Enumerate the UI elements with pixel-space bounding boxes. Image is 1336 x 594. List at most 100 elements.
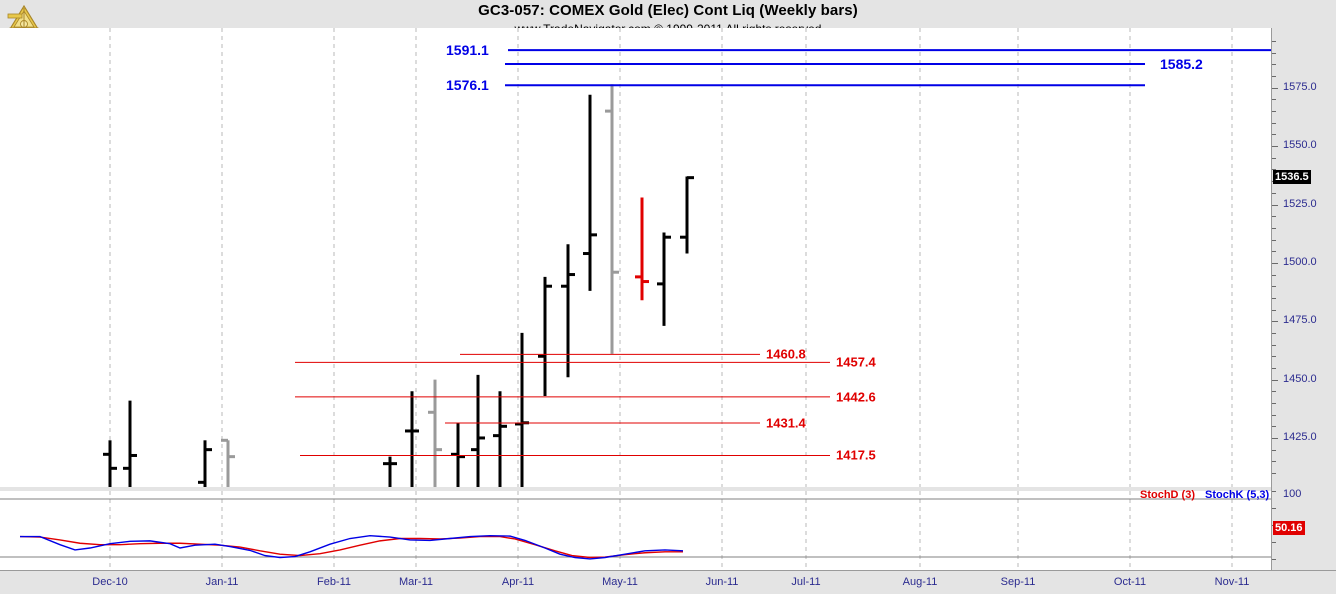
ohlc-bar bbox=[493, 391, 507, 487]
date-axis-label: Oct-11 bbox=[1113, 576, 1147, 588]
ohlc-bar bbox=[123, 400, 137, 487]
axis-tick-mark bbox=[1272, 204, 1278, 206]
axis-tick-mark-minor bbox=[1272, 344, 1276, 346]
level-label-1591: 1591.1 bbox=[446, 42, 489, 59]
ohlc-bar bbox=[451, 423, 465, 487]
axis-tick-mark-minor bbox=[1272, 216, 1276, 218]
level-label-1576: 1576.1 bbox=[446, 77, 489, 94]
axis-tick-mark-minor bbox=[1272, 192, 1276, 194]
axis-tick-mark-minor bbox=[1272, 559, 1276, 560]
axis-tick-mark-minor bbox=[1272, 52, 1276, 54]
price-axis-label: 1575.0 bbox=[1283, 80, 1317, 93]
axis-tick-mark-minor bbox=[1272, 402, 1276, 404]
axis-tick-mark bbox=[1272, 146, 1278, 148]
ohlc-bar bbox=[221, 438, 235, 487]
axis-tick-mark-minor bbox=[1272, 449, 1276, 451]
stoch-k-legend: StochK (5,3) bbox=[1205, 489, 1270, 501]
axis-tick-mark-minor bbox=[1272, 391, 1276, 393]
date-axis-label: Dec-10 bbox=[92, 576, 128, 588]
price-axis-label: 1450.0 bbox=[1283, 372, 1317, 385]
axis-tick-mark-minor bbox=[1272, 472, 1276, 474]
axis-tick-mark-minor bbox=[1272, 356, 1276, 358]
date-axis-label: Mar-11 bbox=[398, 576, 434, 588]
axis-tick-mark-minor bbox=[1272, 461, 1276, 463]
stochastic-pane[interactable] bbox=[0, 491, 1271, 567]
ohlc-bar bbox=[405, 391, 419, 487]
level-label-1457: 1457.4 bbox=[836, 354, 876, 370]
date-axis-label: Aug-11 bbox=[902, 576, 938, 588]
axis-tick-mark-minor bbox=[1272, 274, 1276, 276]
price-pane[interactable]: TradeNavigator.com 1591.11585.21576.1146… bbox=[0, 28, 1271, 514]
stochastic-value-badge: 50.16 bbox=[1273, 521, 1305, 535]
price-axis-label: 1500.0 bbox=[1283, 255, 1317, 268]
axis-tick-mark-minor bbox=[1272, 297, 1276, 299]
axis-tick-mark bbox=[1272, 262, 1278, 264]
sextant-icon bbox=[4, 2, 44, 36]
ohlc-bar bbox=[515, 332, 529, 487]
indicator-axis-label-100: 100 bbox=[1283, 488, 1302, 500]
axis-tick-mark-minor bbox=[1272, 227, 1276, 229]
axis-tick-mark-minor bbox=[1272, 157, 1276, 159]
stoch-d-legend: StochD (3) bbox=[1140, 489, 1195, 501]
axis-tick-mark bbox=[1272, 379, 1278, 381]
ohlc-bar bbox=[538, 276, 552, 396]
pane-divider bbox=[0, 487, 1271, 491]
axis-tick-mark-minor bbox=[1272, 426, 1276, 428]
date-axis-label: Feb-11 bbox=[316, 576, 352, 588]
price-axis-label: 1525.0 bbox=[1283, 197, 1317, 210]
ohlc-bar bbox=[657, 232, 671, 326]
axis-tick-mark-minor bbox=[1272, 134, 1276, 136]
stoch-k-line bbox=[20, 534, 684, 560]
axis-tick-mark-minor bbox=[1272, 491, 1276, 492]
axis-tick-mark-minor bbox=[1272, 414, 1276, 416]
stochastic-axis[interactable]: 100 50.16 bbox=[1271, 487, 1336, 570]
ohlc-bar bbox=[583, 94, 597, 291]
axis-tick-mark-minor bbox=[1272, 367, 1276, 369]
level-label-1417: 1417.5 bbox=[836, 447, 876, 463]
stoch-d-line bbox=[19, 535, 683, 559]
axis-tick-mark bbox=[1272, 87, 1278, 89]
axis-tick-mark-minor bbox=[1272, 508, 1276, 509]
axis-tick-mark bbox=[1272, 437, 1278, 439]
date-axis-label: Apr-11 bbox=[501, 576, 535, 588]
ohlc-bar bbox=[605, 84, 619, 354]
axis-tick-mark-minor bbox=[1272, 286, 1276, 288]
header-band bbox=[0, 0, 1336, 28]
level-label-1442: 1442.6 bbox=[836, 389, 876, 405]
ohlc-bar bbox=[103, 440, 117, 487]
axis-tick-mark-minor bbox=[1272, 122, 1276, 124]
axis-tick-mark bbox=[1272, 321, 1278, 323]
axis-tick-mark-minor bbox=[1272, 64, 1276, 66]
ohlc-bar bbox=[428, 379, 442, 487]
level-label-1585: 1585.2 bbox=[1160, 55, 1203, 72]
last-price-badge: 1536.5 bbox=[1273, 169, 1311, 184]
axis-tick-mark-minor bbox=[1272, 99, 1276, 101]
ohlc-bar bbox=[561, 244, 575, 378]
ohlc-bar bbox=[198, 440, 212, 487]
stochastic-plot bbox=[0, 491, 1271, 567]
axis-tick-mark-minor bbox=[1272, 542, 1276, 543]
date-axis-label: Jun-11 bbox=[705, 576, 739, 588]
price-plot bbox=[103, 28, 1271, 487]
price-axis-label: 1475.0 bbox=[1283, 314, 1317, 327]
date-axis-label: Nov-11 bbox=[1214, 576, 1250, 588]
level-label-1431: 1431.4 bbox=[766, 415, 806, 431]
axis-tick-mark-minor bbox=[1272, 41, 1276, 43]
ohlc-bar bbox=[635, 197, 649, 301]
level-label-1460: 1460.8 bbox=[766, 346, 806, 362]
ohlc-bar bbox=[383, 456, 397, 487]
date-axis[interactable]: Dec-10 Jan-11 Feb-11 Mar-11 Apr-11 May-11 Jun-… bbox=[0, 570, 1336, 594]
ohlc-bar bbox=[680, 176, 694, 254]
price-axis-label: 1425.0 bbox=[1283, 430, 1317, 443]
ohlc-bar bbox=[471, 374, 485, 487]
axis-tick-mark-minor bbox=[1272, 111, 1276, 113]
date-axis-label: Sep-11 bbox=[1000, 576, 1036, 588]
date-axis-label: May-11 bbox=[602, 576, 638, 588]
axis-tick-mark-minor bbox=[1272, 309, 1276, 311]
date-axis-label: Jan-11 bbox=[205, 576, 239, 588]
price-axis[interactable]: 1575.0 1550.0 1525.0 1500.0 1475.0 1450.0 1425… bbox=[1271, 28, 1336, 487]
axis-tick-mark-minor bbox=[1272, 239, 1276, 241]
axis-tick-mark-minor bbox=[1272, 76, 1276, 78]
page-title: GC3-057: COMEX Gold (Elec) Cont Liq (Wee… bbox=[478, 2, 858, 19]
